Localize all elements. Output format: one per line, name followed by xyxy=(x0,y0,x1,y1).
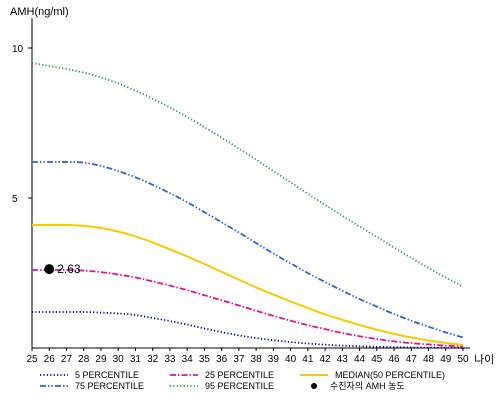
series-line-75-percentile xyxy=(32,161,464,339)
x-axis-label: 나이 xyxy=(474,353,494,366)
x-tick-label: 39 xyxy=(268,354,280,365)
x-tick-label: 47 xyxy=(406,354,418,365)
patient-amh-point xyxy=(44,264,55,275)
series-line-95-percentile xyxy=(31,62,464,288)
x-tick-label: 50 xyxy=(457,354,469,365)
series-line-median-50-percentile xyxy=(31,223,464,346)
x-tick-label: 33 xyxy=(164,354,176,365)
legend-label: 95 PERCENTILE xyxy=(205,381,274,391)
series-line-25-percentile xyxy=(32,269,464,348)
data-points: 2.63 xyxy=(44,262,81,276)
x-tick-label: 30 xyxy=(113,354,125,365)
x-tick-label: 37 xyxy=(233,354,245,365)
x-tick-label: 44 xyxy=(354,354,366,365)
y-tick-label: 5 xyxy=(12,194,18,205)
x-tick-label: 49 xyxy=(440,354,452,365)
x-tick-label: 26 xyxy=(44,354,56,365)
y-axis-label: AMH(ng/ml) xyxy=(10,6,69,18)
x-tick-label: 34 xyxy=(182,354,194,365)
series-lines xyxy=(31,62,464,349)
y-tick-label: 10 xyxy=(12,44,24,55)
x-tick-label: 46 xyxy=(388,354,400,365)
x-tick-label: 31 xyxy=(130,354,142,365)
x-tick-label: 38 xyxy=(251,354,263,365)
x-tick-label: 36 xyxy=(216,354,228,365)
x-tick-label: 28 xyxy=(78,354,90,365)
legend-label: 75 PERCENTILE xyxy=(75,381,144,391)
x-tick-label: 48 xyxy=(423,354,435,365)
x-tick-label: 27 xyxy=(61,354,73,365)
x-tick-label: 42 xyxy=(320,354,332,365)
x-tick-label: 40 xyxy=(285,354,297,365)
y-ticks: 5 10 xyxy=(12,44,32,205)
legend-label: 25 PERCENTILE xyxy=(205,370,274,380)
x-tick-label: 43 xyxy=(337,354,349,365)
x-tick-label: 32 xyxy=(147,354,159,365)
x-tick-label: 29 xyxy=(95,354,107,365)
x-ticks: 25 26 27 28 29 30 31 32 33 34 35 36 37 38 39 40 41 42 43 44… xyxy=(26,348,469,365)
legend-point-marker xyxy=(311,383,317,389)
legend-label: 5 PERCENTILE xyxy=(75,370,139,380)
x-tick-label: 45 xyxy=(371,354,383,365)
x-tick-label: 35 xyxy=(199,354,211,365)
x-tick-label: 41 xyxy=(302,354,314,365)
patient-amh-value-label: 2.63 xyxy=(57,262,81,276)
legend: 5 PERCENTILE 25 PERCENTILE MEDIAN(50 PERCE… xyxy=(40,370,445,391)
legend-label: 수진자의 AMH 농도 xyxy=(330,381,405,391)
series-line-5-percentile xyxy=(31,311,464,349)
legend-label: MEDIAN(50 PERCENTILE) xyxy=(335,370,445,380)
x-tick-label: 25 xyxy=(26,354,38,365)
